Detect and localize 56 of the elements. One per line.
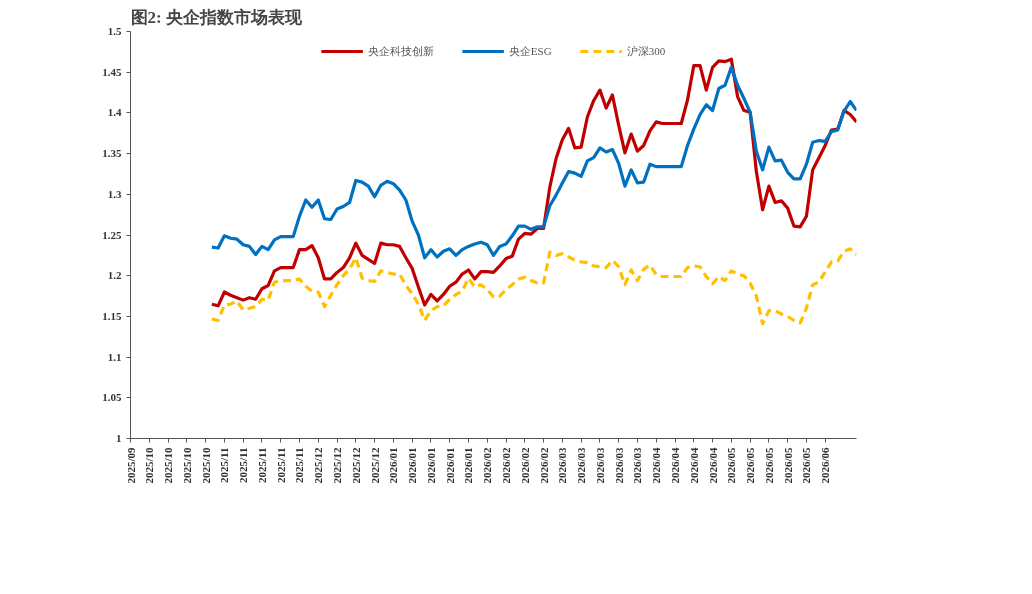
x-tick-label: 2026/02 [481,447,494,484]
y-tick-label: 1.45 [102,65,122,78]
x-tick-label: 2026/01 [443,447,456,484]
x-tick-label: 2025/10 [199,447,212,484]
x-tick-label: 2026/05 [800,447,813,484]
y-tick-label: 1.35 [102,147,122,160]
x-tick-label: 2025/11 [255,447,268,483]
y-tick-label: 1.2 [107,269,122,282]
x-tick-label: 2026/06 [819,447,832,484]
x-tick-label: 2026/04 [650,447,663,484]
x-tick-label: 2025/10 [162,447,175,484]
legend-label: 央企科技创新 [367,43,434,59]
x-tick-label: 2026/05 [781,447,794,484]
x-tick-label: 2026/03 [612,447,625,484]
x-tick-label: 2025/10 [143,447,156,484]
x-tick-label: 2026/05 [762,447,775,484]
legend-label: 央企ESG [508,43,552,59]
x-tick-label: 2026/01 [387,447,400,484]
x-tick-label: 2025/11 [218,447,231,483]
y-tick-label: 1.4 [107,106,122,119]
legend-label: 沪深300 [626,43,666,59]
x-tick-label: 2026/02 [500,447,513,484]
x-tick-label: 2026/04 [706,447,719,484]
y-tick-label: 1 [116,432,122,444]
x-tick-label: 2026/03 [556,447,569,484]
y-tick-label: 1.25 [102,228,122,241]
x-tick-label: 2026/05 [725,447,738,484]
x-tick-label: 2026/04 [687,447,700,484]
x-tick-label: 2026/03 [593,447,606,484]
x-tick-label: 2026/03 [631,447,644,484]
x-tick-label: 2026/02 [518,447,531,484]
x-tick-label: 2025/12 [312,447,325,484]
x-tick-label: 2026/05 [744,447,757,484]
x-tick-label: 2025/12 [331,447,344,484]
y-tick-label: 1.3 [107,187,122,200]
y-tick-label: 1.5 [107,25,122,37]
y-tick-label: 1.05 [102,391,122,404]
x-tick-label: 2026/01 [406,447,419,484]
x-tick-label: 2025/11 [274,447,287,483]
x-tick-label: 2026/03 [575,447,588,484]
x-tick-label: 2025/10 [180,447,193,484]
x-tick-label: 2026/01 [424,447,437,484]
x-tick-label: 2026/04 [669,447,681,484]
x-tick-label: 2026/02 [537,447,550,484]
x-tick-label: 2025/12 [368,447,381,484]
x-tick-label: 2025/09 [124,447,137,484]
y-tick-label: 1.15 [102,309,122,322]
line-series [210,65,857,260]
x-tick-label: 2026/01 [462,447,475,484]
line-series [210,247,857,326]
x-tick-label: 2025/12 [349,447,362,484]
x-tick-label: 2025/11 [237,447,250,483]
y-tick-label: 1.1 [107,350,122,363]
x-tick-label: 2025/11 [293,447,306,483]
chart-title: 图2: 央企指数市场表现 [130,7,303,27]
line-series [210,57,857,308]
